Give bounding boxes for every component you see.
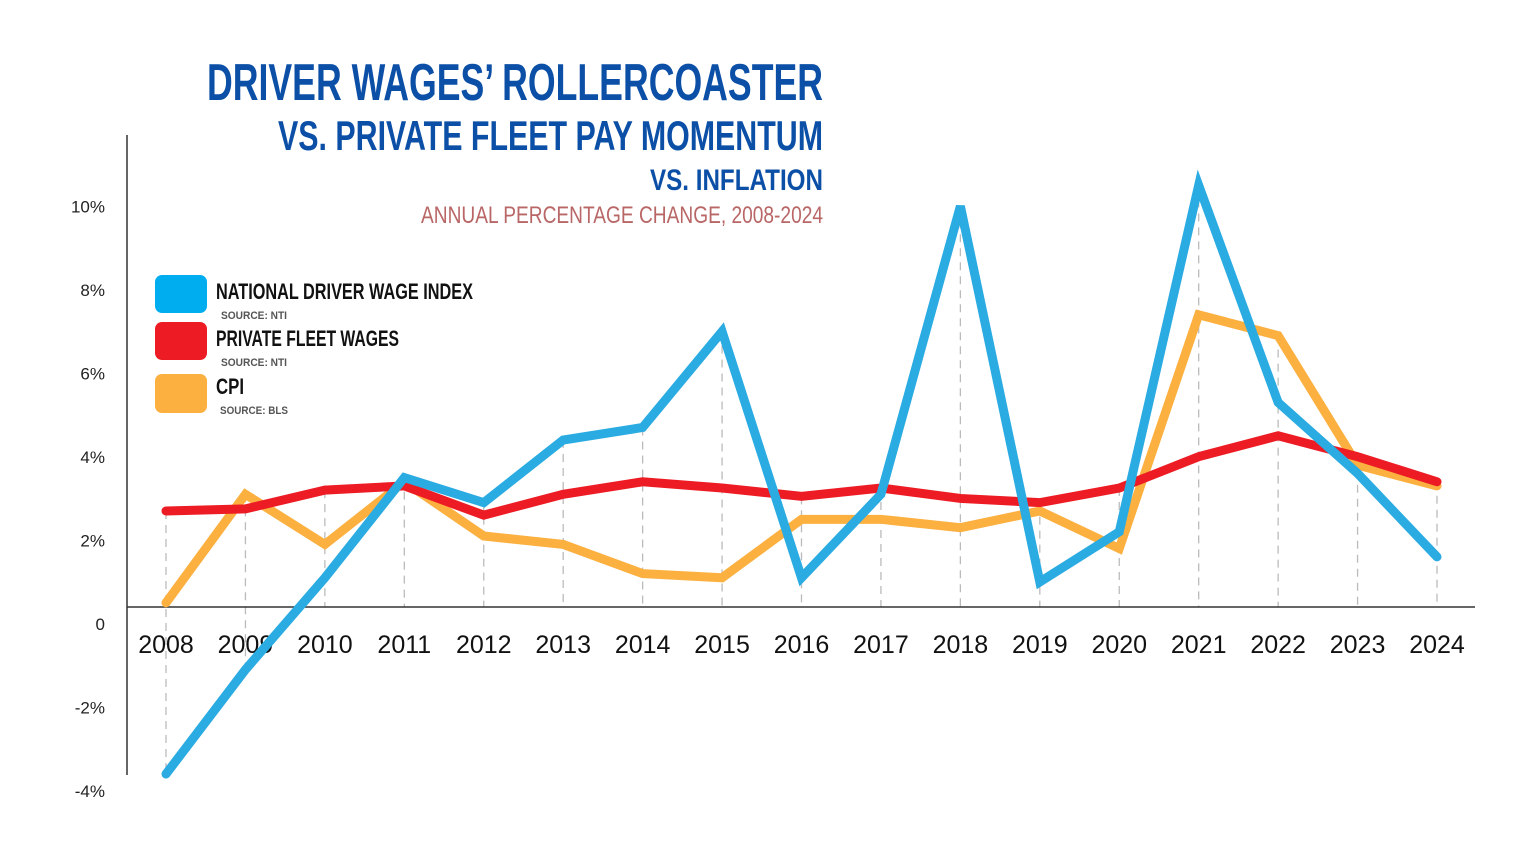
x-tick-label: 2020 [1091,631,1147,659]
chart-caption: ANNUAL PERCENTAGE CHANGE, 2008-2024 [421,202,823,229]
legend-swatch-private-fleet [155,322,207,360]
legend-source-cpi: SOURCE: BLS [220,405,288,417]
x-tick-label: 2012 [456,631,512,659]
legend-label-ndwi: NATIONAL DRIVER WAGE INDEX [216,279,473,304]
x-tick-label: 2017 [853,631,909,659]
y-tick-label: 6% [80,365,105,384]
x-tick-label: 2019 [1012,631,1068,659]
y-tick-label: -4% [75,782,105,801]
series-lines [161,169,1442,779]
y-tick-label: 8% [80,281,105,300]
x-tick-label: 2014 [615,631,671,659]
x-tick-label: 2018 [933,631,989,659]
y-tick-labels: 10% 8% 6% 4% 2% 0 -2% -4% [71,198,105,802]
chart-subtitle-2: VS. INFLATION [650,164,823,197]
y-tick-label: 10% [71,198,105,217]
x-tick-label: 2016 [774,631,830,659]
legend-label-cpi: CPI [216,374,244,399]
x-tick-label: 2008 [138,631,194,659]
series-line-national-driver-wage-index [161,169,1442,779]
y-tick-label: 0 [96,615,105,634]
y-tick-label: -2% [75,699,105,718]
grid-lines [165,185,1438,774]
legend-source-ndwi: SOURCE: NTI [221,310,287,322]
x-tick-label: 2023 [1330,631,1386,659]
y-tick-label: 4% [80,448,105,467]
legend-source-private-fleet: SOURCE: NTI [221,357,287,369]
x-tick-labels: 2008 2009 2010 2011 2012 2013 2014 2015 2016 2017… [138,631,1465,659]
chart-subtitle-1: VS. PRIVATE FLEET PAY MOMENTUM [278,112,823,159]
x-tick-label: 2011 [377,631,431,659]
y-tick-label: 2% [80,532,105,551]
x-tick-label: 2021 [1171,631,1227,659]
x-tick-label: 2015 [694,631,750,659]
legend-swatch-cpi [155,374,207,413]
x-tick-label: 2024 [1409,631,1465,659]
legend-swatch-ndwi [155,275,207,313]
x-tick-label: 2010 [297,631,353,659]
legend: NATIONAL DRIVER WAGE INDEX SOURCE: NTI P… [155,275,473,417]
legend-label-private-fleet: PRIVATE FLEET WAGES [216,326,399,351]
x-tick-label: 2013 [535,631,591,659]
x-tick-label: 2022 [1250,631,1306,659]
chart-title: DRIVER WAGES’ ROLLERCOASTER [207,54,823,112]
